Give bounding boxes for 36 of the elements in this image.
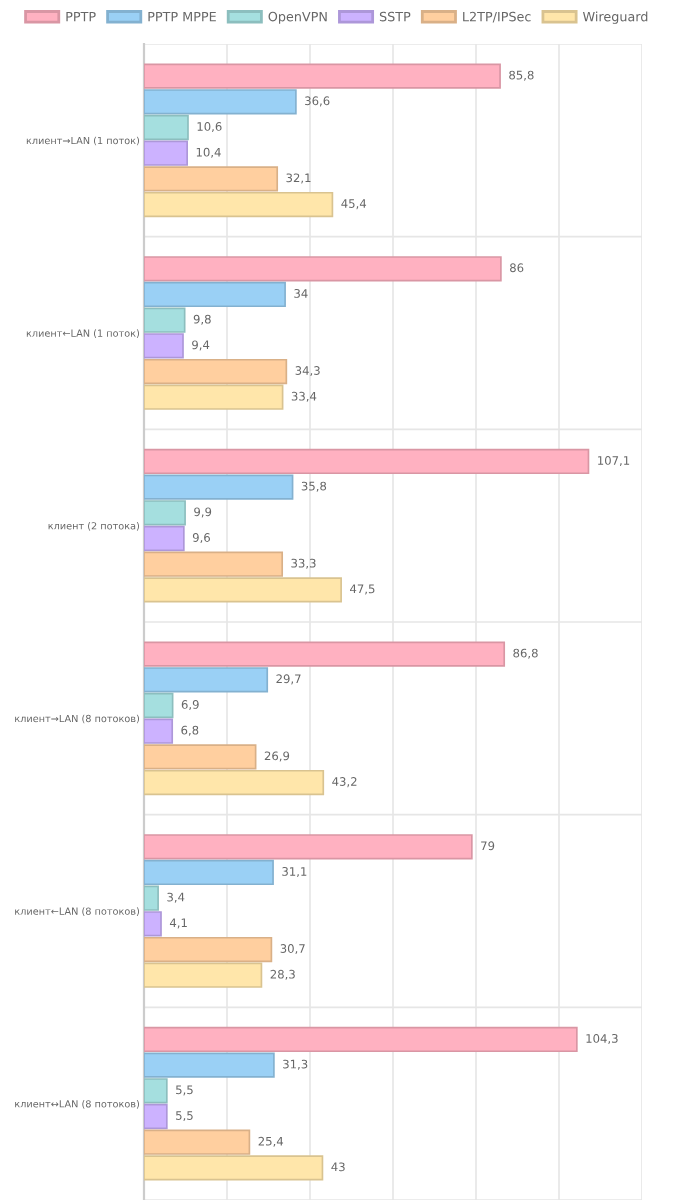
bar bbox=[144, 500, 186, 526]
bar bbox=[144, 692, 174, 719]
bar bbox=[144, 834, 473, 860]
bar bbox=[144, 63, 501, 89]
bar bbox=[144, 1026, 578, 1053]
bar bbox=[144, 744, 257, 770]
bar bbox=[144, 166, 279, 192]
bar bbox=[144, 936, 273, 963]
bar bbox=[144, 641, 506, 667]
bar bbox=[144, 1052, 275, 1078]
bar bbox=[144, 256, 502, 282]
bar bbox=[144, 474, 294, 500]
bar bbox=[144, 1155, 324, 1181]
bar bbox=[144, 140, 188, 166]
bar bbox=[144, 448, 590, 475]
bar bbox=[144, 384, 284, 410]
bar bbox=[144, 667, 269, 693]
bar bbox=[144, 911, 162, 937]
bar bbox=[144, 718, 174, 744]
bar bbox=[144, 962, 263, 988]
bar bbox=[144, 577, 342, 603]
bar bbox=[144, 1129, 251, 1155]
bar bbox=[144, 1103, 168, 1130]
bar bbox=[144, 358, 288, 385]
bar bbox=[144, 885, 159, 911]
bar bbox=[144, 281, 286, 308]
bar bbox=[144, 1078, 168, 1104]
bar bbox=[144, 307, 186, 333]
bar bbox=[144, 191, 334, 218]
bar bbox=[144, 525, 185, 552]
bar bbox=[144, 333, 184, 359]
bar bbox=[144, 114, 189, 141]
bar bbox=[144, 859, 274, 886]
bar bbox=[144, 769, 325, 796]
bar bbox=[144, 551, 284, 577]
bar bbox=[144, 89, 297, 115]
